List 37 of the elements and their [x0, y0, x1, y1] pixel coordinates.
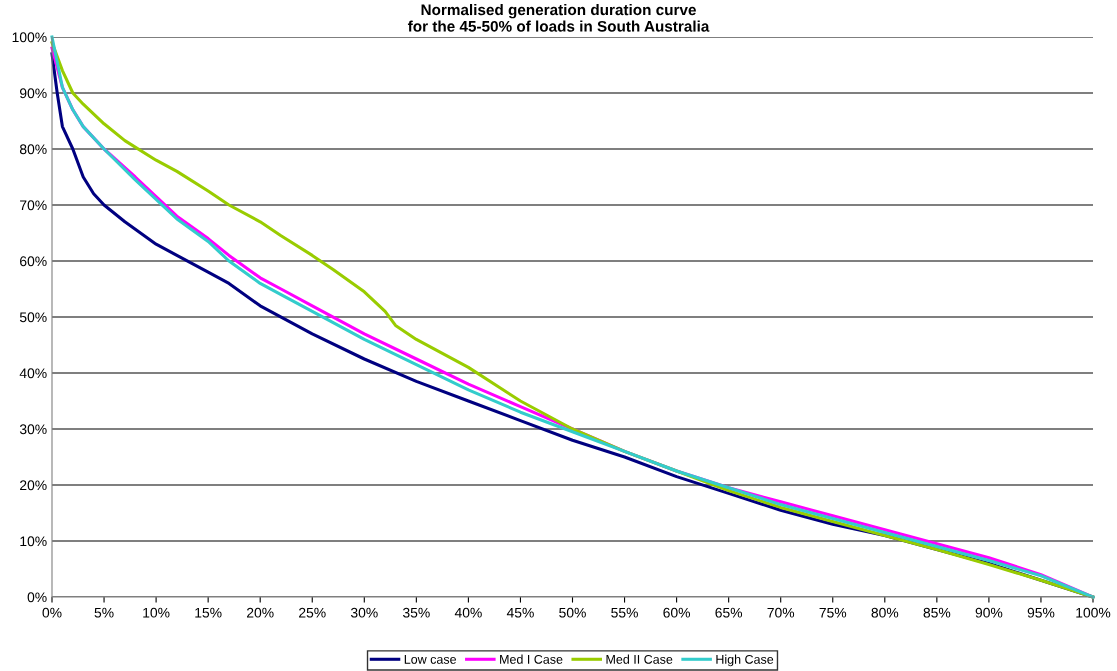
y-tick-label: 20%: [20, 480, 47, 491]
x-tick-label: 70%: [767, 607, 795, 618]
x-tick-label: 20%: [247, 607, 274, 618]
x-tick-label: 45%: [506, 607, 534, 618]
legend-label: High Case: [716, 654, 774, 667]
x-tick-label: 10%: [143, 607, 170, 618]
legend-label: Med II Case: [606, 654, 673, 664]
y-tick-label: 10%: [20, 536, 47, 547]
x-tick-label: 60%: [663, 607, 691, 618]
x-tick-label: 50%: [559, 607, 586, 618]
y-tick-label: 80%: [19, 144, 47, 155]
x-tick-label: 30%: [350, 607, 378, 618]
x-tick-label: 5%: [94, 607, 114, 618]
x-tick-label: 35%: [402, 607, 430, 618]
y-tick-label: 100%: [12, 32, 47, 43]
x-tick-label: 25%: [299, 607, 326, 618]
x-tick-label: 55%: [611, 607, 638, 618]
x-tick-label: 0%: [42, 607, 62, 618]
y-tick-label: 60%: [20, 256, 47, 267]
x-tick-label: 85%: [923, 607, 951, 618]
x-tick-label: 15%: [195, 607, 222, 618]
y-tick-label: 70%: [20, 200, 47, 211]
y-tick-label: 0%: [27, 592, 47, 603]
legend-label: Low case: [404, 655, 457, 664]
x-tick-label: 80%: [871, 607, 899, 618]
legend-label: Med I Case: [500, 654, 563, 664]
x-tick-label: 40%: [454, 607, 482, 618]
x-tick-label: 90%: [975, 607, 1003, 618]
chart-title: Normalised generation duration curve for the 45-50% of loads in South Australia: [407, 4, 710, 32]
x-tick-label: 100%: [1076, 607, 1111, 618]
y-tick-label: 30%: [19, 424, 47, 435]
x-tick-label: 75%: [819, 607, 847, 618]
y-tick-label: 90%: [19, 88, 47, 99]
y-tick-label: 50%: [19, 312, 47, 323]
y-tick-label: 40%: [19, 368, 47, 379]
x-tick-label: 95%: [1027, 607, 1055, 618]
x-tick-label: 65%: [715, 607, 743, 618]
